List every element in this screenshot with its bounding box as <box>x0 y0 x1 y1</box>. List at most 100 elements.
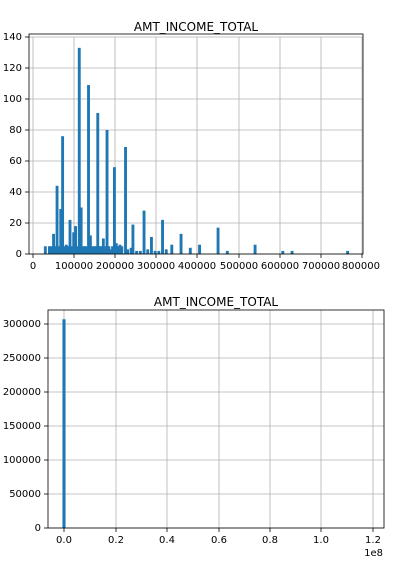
y-tick-label: 120 <box>3 63 22 74</box>
histogram-bar <box>59 209 63 254</box>
histogram-bar <box>346 250 350 254</box>
histogram-bar <box>188 247 192 254</box>
y-tick-labels-bottom: 0 50000 100000 150000 200000 250000 3000… <box>3 319 41 534</box>
x-tick-label: 0.8 <box>262 535 278 546</box>
histogram-bar <box>111 246 115 254</box>
x-tick-labels-top: 0 100000 200000 300000 400000 500000 600… <box>30 261 380 272</box>
histogram-bar <box>64 244 68 254</box>
histogram-bar <box>179 233 183 254</box>
x-tick-label: 600000 <box>261 261 299 272</box>
x-tick-label: 0 <box>30 261 36 272</box>
histogram-bar <box>281 250 285 254</box>
y-tick-label: 20 <box>9 218 22 229</box>
histogram-bar <box>55 185 59 254</box>
histogram-bar <box>87 85 90 254</box>
x-tick-label: 400000 <box>178 261 216 272</box>
x-tick-label: 800000 <box>342 261 380 272</box>
histogram-bar <box>61 136 65 254</box>
histogram-bar <box>116 246 120 254</box>
y-tick-label: 250000 <box>3 353 41 364</box>
histogram-top: 0 100000 200000 300000 400000 500000 600… <box>3 20 380 272</box>
histogram-bar <box>72 232 76 254</box>
y-tick-label: 100 <box>3 94 22 105</box>
histogram-bar <box>92 246 96 254</box>
histogram-bar <box>83 246 87 254</box>
histogram-bar <box>50 246 53 254</box>
y-tick-label: 0 <box>35 523 41 534</box>
histogram-bottom: 0.0 0.2 0.4 0.6 0.8 1.0 1.2 0 50000 1000… <box>3 295 385 559</box>
x-tick-labels-bottom: 0.0 0.2 0.4 0.6 0.8 1.0 1.2 <box>56 535 381 546</box>
ticks-top <box>25 36 363 258</box>
x-tick-label: 0.6 <box>211 535 227 546</box>
histogram-bar <box>216 227 220 254</box>
x-tick-label: 0.2 <box>108 535 124 546</box>
y-tick-label: 40 <box>9 187 22 198</box>
y-tick-label: 150000 <box>3 421 41 432</box>
y-tick-label: 140 <box>3 32 22 43</box>
histogram-bar <box>138 250 142 254</box>
y-tick-label: 100000 <box>3 455 41 466</box>
x-tick-label: 0.0 <box>56 535 72 546</box>
histogram-bar <box>253 244 257 254</box>
histogram-bar <box>77 47 81 254</box>
histogram-bar <box>103 246 107 254</box>
histogram-bar <box>98 246 102 254</box>
y-tick-label: 300000 <box>3 319 41 330</box>
histogram-bar <box>88 235 92 254</box>
histogram-bar <box>129 247 133 254</box>
histogram-bar <box>75 246 79 254</box>
y-tick-label: 80 <box>9 125 22 136</box>
histogram-bar <box>105 130 109 254</box>
histogram-bar <box>85 246 89 254</box>
histogram-bar <box>70 246 74 254</box>
histogram-bar <box>109 249 113 254</box>
ticks-bottom <box>44 323 374 532</box>
plot-frame-bottom <box>47 309 385 529</box>
y-tick-label: 60 <box>9 156 22 167</box>
bars-bottom <box>62 319 66 528</box>
histogram-bar <box>120 246 124 254</box>
plot-frame-top <box>28 33 364 255</box>
histogram-bar <box>114 243 118 254</box>
histogram-bar <box>135 250 139 254</box>
histogram-bar <box>290 250 294 254</box>
grid-top <box>29 36 363 255</box>
grid-bottom <box>48 310 384 529</box>
histogram-bar <box>90 246 94 254</box>
histogram-bar <box>48 246 51 254</box>
histogram-bar <box>62 319 66 528</box>
histogram-bar <box>68 219 72 254</box>
histogram-bar <box>66 246 70 254</box>
histogram-bar <box>157 250 161 254</box>
histogram-bar <box>126 249 130 254</box>
x-tick-label: 300000 <box>137 261 175 272</box>
x-tick-label: 200000 <box>96 261 134 272</box>
chart-title: AMT_INCOME_TOTAL <box>134 20 259 34</box>
histogram-bar <box>131 224 135 254</box>
chart-title: AMT_INCOME_TOTAL <box>154 295 279 309</box>
x-tick-label: 1.0 <box>313 535 329 546</box>
histogram-bar <box>146 249 150 254</box>
histogram-bar <box>96 112 100 254</box>
histogram-bar <box>52 233 55 254</box>
x-axis-offset-label: 1e8 <box>364 548 383 559</box>
histogram-bar <box>164 249 168 254</box>
x-tick-label: 700000 <box>302 261 340 272</box>
histogram-bar <box>225 250 229 254</box>
y-tick-label: 200000 <box>3 387 41 398</box>
x-tick-label: 1.2 <box>365 535 381 546</box>
histogram-bar <box>161 219 164 254</box>
histogram-bar <box>150 236 153 254</box>
histogram-bar <box>57 246 61 254</box>
histogram-bar <box>118 244 122 254</box>
histogram-bar <box>112 167 116 254</box>
histogram-bar <box>43 246 47 254</box>
histogram-bar <box>170 244 174 254</box>
histogram-bar <box>100 246 103 254</box>
histogram-bar <box>198 244 201 254</box>
histogram-bar <box>79 207 83 254</box>
y-tick-labels-top: 0 20 40 60 80 100 120 140 <box>3 32 22 260</box>
histogram-bar <box>101 238 105 254</box>
histogram-bar <box>74 226 78 254</box>
